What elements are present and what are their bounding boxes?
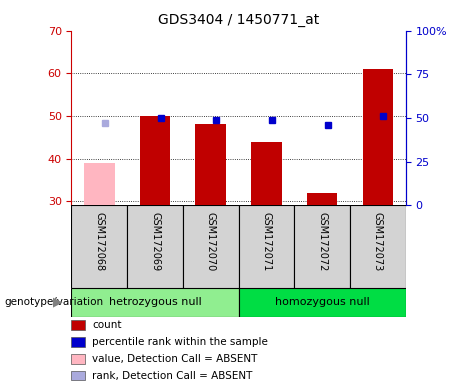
Bar bbox=[71, 371, 85, 380]
Bar bbox=[362, 69, 393, 205]
Text: GSM172071: GSM172071 bbox=[261, 212, 272, 271]
Bar bbox=[195, 124, 226, 205]
Text: GSM172068: GSM172068 bbox=[95, 212, 104, 271]
Bar bbox=[350, 205, 406, 288]
Text: ▶: ▶ bbox=[53, 296, 62, 309]
Text: rank, Detection Call = ABSENT: rank, Detection Call = ABSENT bbox=[92, 371, 253, 381]
Bar bbox=[127, 205, 183, 288]
Text: GSM172072: GSM172072 bbox=[317, 212, 327, 271]
Bar bbox=[84, 163, 115, 205]
Text: count: count bbox=[92, 320, 122, 330]
Text: GSM172070: GSM172070 bbox=[206, 212, 216, 271]
Text: value, Detection Call = ABSENT: value, Detection Call = ABSENT bbox=[92, 354, 258, 364]
Text: homozygous null: homozygous null bbox=[275, 297, 370, 308]
Bar bbox=[238, 205, 294, 288]
Bar bbox=[71, 354, 85, 364]
Text: GSM172069: GSM172069 bbox=[150, 212, 160, 271]
Bar bbox=[71, 321, 85, 330]
Bar bbox=[238, 288, 406, 317]
Text: hetrozygous null: hetrozygous null bbox=[109, 297, 201, 308]
Bar bbox=[140, 116, 170, 205]
Title: GDS3404 / 1450771_at: GDS3404 / 1450771_at bbox=[158, 13, 319, 27]
Text: genotype/variation: genotype/variation bbox=[5, 297, 104, 308]
Text: GSM172073: GSM172073 bbox=[373, 212, 383, 271]
Text: percentile rank within the sample: percentile rank within the sample bbox=[92, 337, 268, 347]
Bar bbox=[307, 193, 337, 205]
Bar bbox=[251, 142, 282, 205]
Bar bbox=[183, 205, 238, 288]
Bar bbox=[71, 288, 239, 317]
Bar bbox=[294, 205, 350, 288]
Bar bbox=[71, 337, 85, 347]
Bar bbox=[71, 205, 127, 288]
